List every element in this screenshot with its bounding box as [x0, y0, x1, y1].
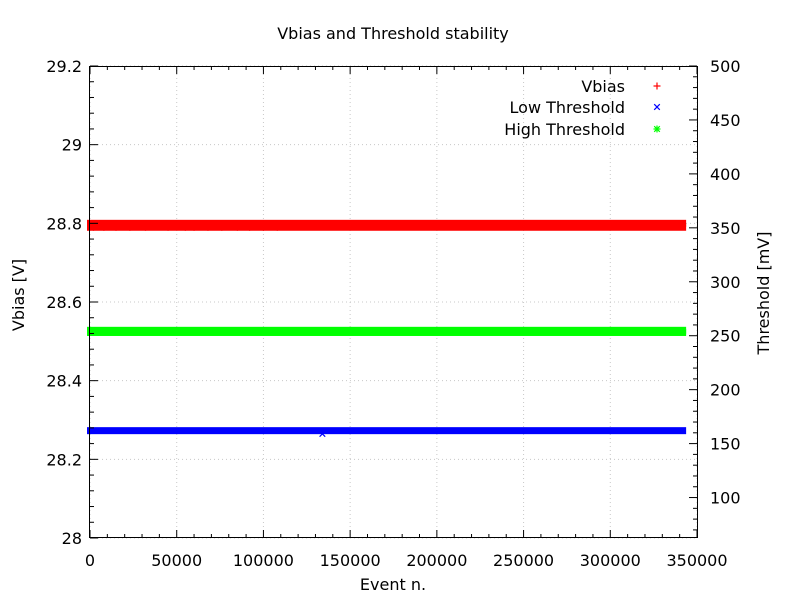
y-tick-label: 28 — [62, 529, 82, 548]
chart-title: Vbias and Threshold stability — [277, 24, 509, 43]
point-vbias — [246, 223, 254, 231]
y-tick-label: 28.6 — [46, 293, 82, 312]
x-tick-label: 250000 — [493, 551, 554, 570]
point-vbias — [233, 223, 241, 231]
point-vbias — [164, 223, 172, 231]
y2-tick-label: 500 — [710, 57, 741, 76]
x-axis-label: Event n. — [360, 575, 426, 594]
series-band-vbias — [87, 219, 687, 227]
point-vbias — [259, 223, 267, 231]
y2-tick-label: 400 — [710, 165, 741, 184]
x-tick-label: 50000 — [151, 551, 202, 570]
legend-label-low-threshold: Low Threshold — [510, 98, 625, 117]
series-band-low-threshold — [87, 427, 687, 435]
point-vbias — [218, 223, 226, 231]
point-vbias — [181, 223, 189, 231]
y-axis-label: Vbias [V] — [9, 259, 28, 331]
x-tick-label: 300000 — [580, 551, 641, 570]
y-tick-label: 29 — [62, 136, 82, 155]
legend-label-high-threshold: High Threshold — [504, 120, 625, 139]
y-tick-label: 28.8 — [46, 214, 82, 233]
legend-marker-high-threshold — [653, 125, 661, 133]
tick-labels: 0 50000 100000 150000 200000 250000 300000 3500… — [46, 57, 740, 570]
x-tick-label: 100000 — [233, 551, 294, 570]
y2-tick-label: 150 — [710, 435, 741, 454]
y2-tick-label: 350 — [710, 219, 741, 238]
point-vbias — [273, 223, 281, 231]
legend-marker-low-threshold — [653, 103, 661, 111]
point-vbias — [100, 223, 108, 231]
point-vbias — [89, 223, 97, 231]
series-high-threshold — [87, 326, 687, 336]
point-vbias — [112, 223, 120, 231]
point-vbias — [141, 223, 149, 231]
legend-label-vbias: Vbias — [581, 77, 625, 96]
series-band-vbias — [87, 223, 687, 231]
series-low-threshold — [87, 427, 687, 438]
y2-tick-label: 200 — [710, 381, 741, 400]
series-vbias — [87, 219, 687, 231]
point-vbias — [190, 223, 198, 231]
series-layer — [87, 219, 687, 438]
point-vbias — [126, 223, 134, 231]
series-band-high-threshold — [87, 328, 687, 336]
x-tick-label: 0 — [85, 551, 95, 570]
x-tick-label: 150000 — [320, 551, 381, 570]
point-low-threshold — [319, 430, 326, 438]
point-vbias — [204, 223, 212, 231]
y-tick-label: 28.2 — [46, 450, 82, 469]
legend-marker-vbias — [653, 82, 661, 90]
x-tick-label: 350000 — [666, 551, 727, 570]
ticks — [89, 65, 698, 539]
y2-tick-label: 300 — [710, 273, 741, 292]
y2-axis-label: Threshold [mV] — [754, 232, 773, 356]
y2-tick-label: 450 — [710, 111, 741, 130]
y-tick-label: 28.4 — [46, 372, 82, 391]
y2-tick-label: 100 — [710, 489, 741, 508]
legend: Vbias Low Threshold High Threshold — [504, 77, 661, 139]
plot-frame — [89, 66, 698, 538]
y2-tick-label: 250 — [710, 327, 741, 346]
x-tick-label: 200000 — [406, 551, 467, 570]
y-tick-label: 29.2 — [46, 57, 82, 76]
